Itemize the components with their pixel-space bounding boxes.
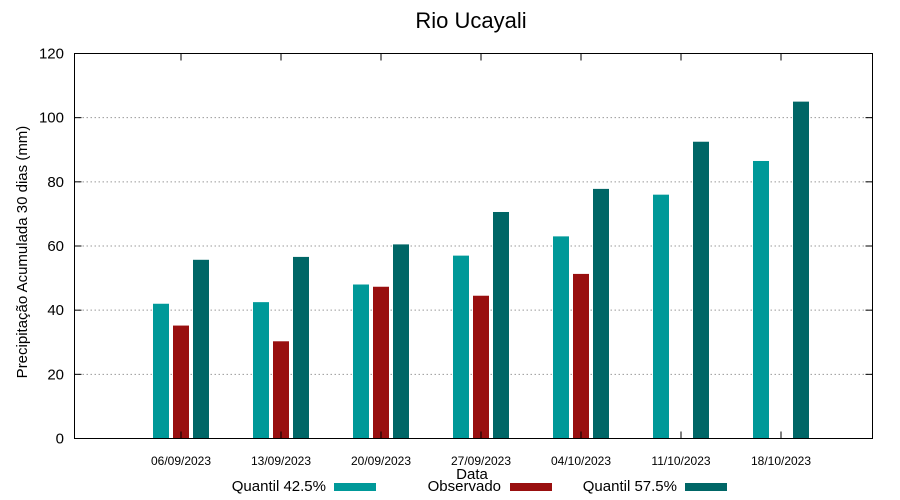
x-axis-label: Data: [456, 466, 488, 483]
bar-1-0: [173, 325, 189, 439]
y-tick-label: 0: [56, 431, 64, 448]
bar-2-1: [293, 256, 309, 439]
axis-ticks: 0 20 40 60 80 100 120 06/09/2023 13/09/2023 20/09…: [39, 46, 873, 468]
bar-0-4: [553, 236, 569, 439]
bars: [153, 101, 809, 439]
y-tick-label: 40: [47, 302, 64, 319]
x-tick-label: 13/09/2023: [251, 454, 311, 468]
bar-0-5: [653, 194, 669, 439]
legend: Quantil 42.5% Observado Quantil 57.5%: [232, 478, 727, 495]
y-tick-label: 100: [39, 110, 64, 127]
bar-1-2: [373, 286, 389, 439]
legend-swatch-1: [510, 483, 552, 491]
legend-swatch-2: [685, 483, 727, 491]
bar-1-1: [273, 341, 289, 439]
bar-2-6: [793, 101, 809, 439]
y-axis-label: Precipitação Acumulada 30 dias (mm): [14, 126, 31, 379]
x-tick-label: 04/10/2023: [551, 454, 611, 468]
legend-swatch-0: [334, 483, 376, 491]
chart-title: Rio Ucayali: [415, 8, 526, 33]
bar-2-2: [393, 244, 409, 439]
y-tick-label: 120: [39, 46, 64, 63]
bar-2-3: [493, 211, 509, 439]
bar-0-0: [153, 303, 169, 439]
bar-0-6: [753, 160, 769, 439]
legend-label-2: Quantil 57.5%: [583, 478, 677, 495]
x-tick-label: 06/09/2023: [151, 454, 211, 468]
y-tick-label: 20: [47, 366, 64, 383]
bar-0-3: [453, 255, 469, 439]
y-tick-label: 80: [47, 174, 64, 191]
x-tick-label: 18/10/2023: [751, 454, 811, 468]
y-tick-label: 60: [47, 238, 64, 255]
x-tick-label: 11/10/2023: [651, 454, 710, 468]
bar-2-0: [193, 259, 209, 439]
x-tick-label: 20/09/2023: [351, 454, 411, 468]
bar-0-1: [253, 302, 269, 439]
bar-2-5: [693, 141, 709, 439]
bar-1-3: [473, 295, 489, 439]
bar-1-4: [573, 273, 589, 439]
x-tick-label: 27/09/2023: [451, 454, 511, 468]
bar-0-2: [353, 284, 369, 439]
bar-2-4: [593, 188, 609, 439]
legend-label-1: Observado: [428, 478, 501, 495]
legend-label-0: Quantil 42.5%: [232, 478, 326, 495]
